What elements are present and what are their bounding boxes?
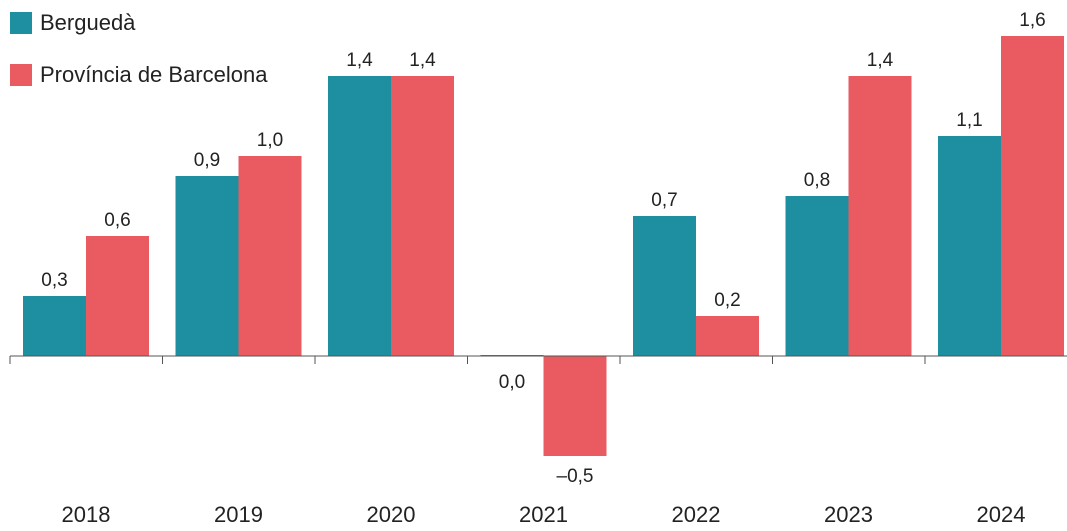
- x-tick-label-2020: 2020: [367, 502, 416, 527]
- value-label-provincia-2022: 0,2: [714, 290, 740, 311]
- legend: Berguedà Província de Barcelona: [10, 8, 267, 90]
- x-tick-label-2021: 2021: [519, 502, 568, 527]
- value-label-provincia-2023: 1,4: [867, 50, 894, 71]
- value-label-bergueda-2020: 1,4: [346, 50, 373, 71]
- value-label-provincia-2019: 1,0: [257, 130, 283, 151]
- bar-provincia-2021: [543, 356, 607, 456]
- value-label-bergueda-2022: 0,7: [651, 190, 677, 211]
- bar-bergueda-2018: [23, 296, 86, 356]
- value-label-bergueda-2018: 0,3: [41, 270, 67, 291]
- legend-swatch-provincia: [10, 64, 32, 86]
- x-tick-label-2018: 2018: [62, 502, 111, 527]
- bar-bergueda-2022: [633, 216, 696, 356]
- bar-provincia-2018: [86, 236, 149, 356]
- x-axis: [9, 355, 1067, 364]
- value-label-provincia-2018: 0,6: [104, 210, 130, 231]
- bar-provincia-2024: [1001, 36, 1064, 356]
- bar-provincia-2019: [238, 156, 302, 356]
- bar-provincia-2022: [696, 316, 759, 356]
- value-label-bergueda-2021: 0,0: [499, 372, 525, 393]
- bar-provincia-2020: [391, 76, 454, 356]
- x-tick-label-2023: 2023: [824, 502, 873, 527]
- bar-provincia-2023: [848, 76, 912, 356]
- value-labels-layer: 0,3 0,6 0,9 1,0 1,4 1,4 0,0 –0,5 0,7 0,2 0,8 1,4 1,1…: [41, 10, 1045, 487]
- value-label-provincia-2024: 1,6: [1019, 10, 1045, 31]
- bar-bergueda-2019: [175, 176, 239, 356]
- x-tick-label-2024: 2024: [977, 502, 1026, 527]
- x-tick-label-2019: 2019: [214, 502, 263, 527]
- category-labels-layer: 2018 2019 2020 2021 2022 2023 2024: [62, 502, 1026, 527]
- legend-swatch-bergueda: [10, 12, 32, 34]
- bar-bergueda-2023: [785, 196, 849, 356]
- bars-layer: [23, 36, 1064, 456]
- bar-bergueda-2024: [938, 136, 1001, 356]
- value-label-bergueda-2019: 0,9: [194, 150, 220, 171]
- value-label-provincia-2020: 1,4: [409, 50, 436, 71]
- bar-bergueda-2020: [328, 76, 391, 356]
- legend-label-provincia: Província de Barcelona: [40, 62, 268, 87]
- legend-item-provincia: Província de Barcelona: [10, 60, 267, 90]
- value-label-provincia-2021: –0,5: [557, 466, 594, 487]
- value-label-bergueda-2024: 1,1: [956, 110, 982, 131]
- legend-item-bergueda: Berguedà: [10, 8, 267, 38]
- x-tick-label-2022: 2022: [672, 502, 721, 527]
- value-label-bergueda-2023: 0,8: [804, 170, 830, 191]
- legend-label-bergueda: Berguedà: [40, 10, 136, 35]
